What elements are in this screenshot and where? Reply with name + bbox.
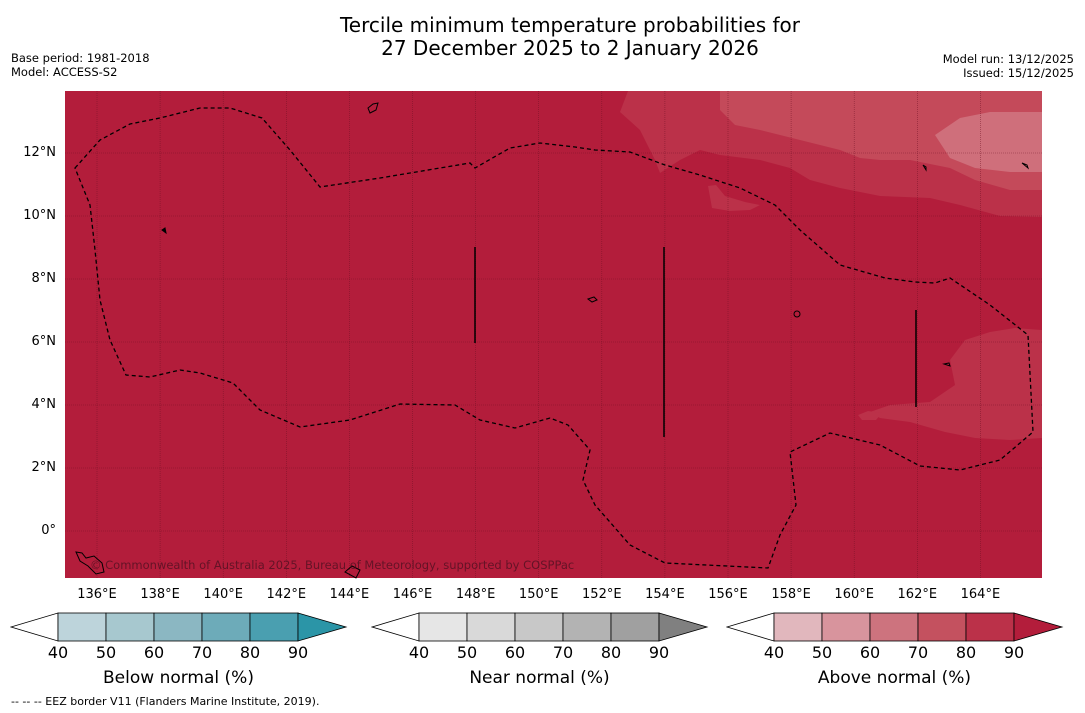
colorbar-segment [418,612,468,642]
latitude-label: 12°N [23,145,56,160]
longitude-label: 146°E [392,587,433,602]
colorbar-segment [514,612,564,642]
longitude-label: 154°E [645,587,685,602]
colorbar-near-normal [371,612,709,642]
meridian-segments [474,247,917,437]
colorbar-below-normal-label: Below normal (%) [103,668,254,688]
base-period-text: Base period: 1981-2018 [11,51,150,65]
model-text: Model: ACCESS-S2 [11,65,118,79]
colorbar-above-normal-label: Above normal (%) [817,668,972,688]
colorbar-tick-label: 90 [648,643,670,662]
colorbar-tick-label: 50 [456,643,478,662]
colorbar-upper-extend [297,612,348,642]
eez-footnote: -- -- -- EEZ border V11 (Flanders Marine… [11,695,320,708]
colorbar-below-normal [10,612,348,642]
longitude-label: 144°E [329,587,370,602]
longitude-label: 142°E [266,587,307,602]
colorbar-segment [57,612,107,642]
colorbar-segment [105,612,155,642]
longitude-label: 140°E [203,587,243,602]
colorbar-tick-label: 70 [907,643,929,662]
colorbar-segment [869,612,919,642]
latitude-label: 8°N [31,271,57,286]
colorbar-segment [201,612,251,642]
colorbar-tick-label: 40 [47,643,69,662]
colorbar-tick-label: 70 [552,643,574,662]
colorbar-upper-extend [658,612,709,642]
latitude-label: 2°N [31,460,57,475]
colorbar-tick-label: 80 [600,643,622,662]
colorbar-segment [153,612,203,642]
chart-title: Tercile minimum temperature probabilitie… [0,14,1085,60]
map-gridlines [65,91,1042,578]
colorbar-tick-label: 70 [191,643,213,662]
colorbar-lower-extend [371,612,420,642]
probability-zone-80-south [870,328,1042,440]
colorbar-segment [466,612,516,642]
colorbar-tick-label: 60 [859,643,881,662]
longitude-label: 152°E [582,587,622,602]
colorbar-segment [917,612,967,642]
model-run-text: Model run: 13/12/2025 [942,52,1074,66]
latitude-label: 6°N [31,334,57,349]
title-line-1: Tercile minimum temperature probabilitie… [339,13,801,37]
longitude-label: 138°E [140,587,180,602]
colorbar-segment [562,612,612,642]
colorbar-segment [773,612,823,642]
copyright-notice: © Commonwealth of Australia 2025, Bureau… [90,558,575,572]
probability-zone-80-islet [708,185,760,211]
colorbar-above-normal [726,612,1064,642]
colorbar-tick-label: 50 [95,643,117,662]
title-line-2: 27 December 2025 to 2 January 2026 [381,36,759,60]
longitude-label: 156°E [708,587,748,602]
probability-zone-70 [720,91,1042,190]
colorbar-upper-extend [1013,612,1064,642]
meta-left: Base period: 1981-2018 Model: ACCESS-S2 [11,51,150,79]
colorbar-tick-label: 80 [955,643,977,662]
longitude-label: 148°E [455,587,496,602]
longitude-label: 136°E [77,587,117,602]
colorbar-near-normal-label: Near normal (%) [469,668,610,688]
probability-zone-80-small [858,411,882,420]
longitude-label: 158°E [771,587,811,602]
colorbar-tick-label: 60 [504,643,526,662]
longitude-label: 160°E [834,587,874,602]
latitude-label: 4°N [31,397,57,412]
eez-border [74,107,1034,569]
colorbar-tick-label: 90 [287,643,309,662]
longitude-label: 164°E [960,587,1001,602]
longitude-label: 162°E [897,587,938,602]
colorbar-segment [610,612,660,642]
colorbar-segment [249,612,299,642]
colorbar-tick-label: 80 [239,643,261,662]
longitude-label: 150°E [518,587,559,602]
latitude-label: 0° [41,523,56,538]
issued-text: Issued: 15/12/2025 [963,66,1074,80]
colorbar-lower-extend [726,612,775,642]
colorbar-tick-label: 40 [408,643,430,662]
colorbar-tick-label: 90 [1003,643,1025,662]
probability-zone-60 [935,112,1042,172]
colorbar-lower-extend [10,612,59,642]
colorbar-tick-label: 40 [763,643,785,662]
latitude-label: 10°N [23,208,56,223]
colorbar-tick-label: 50 [811,643,833,662]
meta-right: Model run: 13/12/2025 Issued: 15/12/2025 [943,52,1074,80]
islands [75,102,1030,579]
colorbar-tick-label: 60 [143,643,165,662]
colorbar-segment [965,612,1015,642]
colorbar-segment [821,612,871,642]
